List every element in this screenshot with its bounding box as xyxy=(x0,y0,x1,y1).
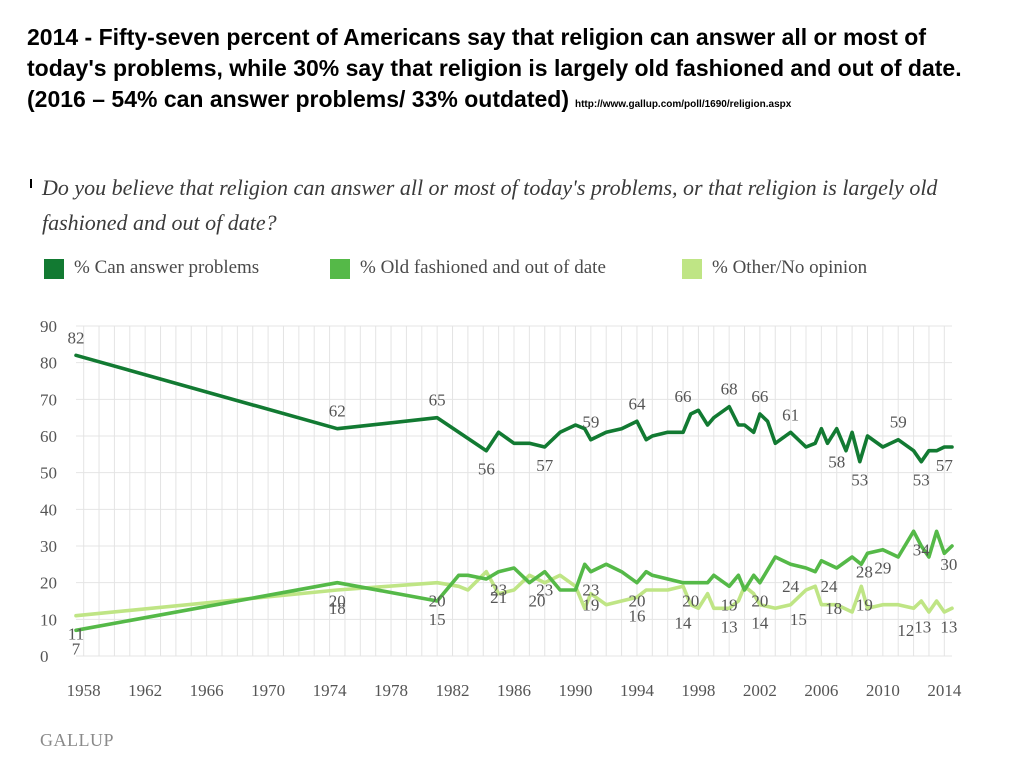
data-label: 29 xyxy=(874,559,891,578)
data-label: 61 xyxy=(782,405,799,424)
legend-label-can-answer: % Can answer problems xyxy=(74,257,260,278)
gallup-logo: GALLUP xyxy=(40,730,114,750)
data-label: 65 xyxy=(429,391,446,410)
y-tick-label: 10 xyxy=(40,610,57,629)
data-label: 23 xyxy=(536,581,553,600)
data-label: 23 xyxy=(582,581,599,600)
data-label: 19 xyxy=(582,595,599,614)
data-label: 59 xyxy=(582,413,599,432)
x-tick-label: 1970 xyxy=(251,681,285,700)
data-label: 57 xyxy=(536,456,554,475)
y-tick-label: 20 xyxy=(40,574,57,593)
data-label: 13 xyxy=(721,617,738,636)
stray-tick-mark xyxy=(30,179,32,188)
source-link[interactable]: http://www.gallup.com/poll/1690/religion… xyxy=(574,99,792,110)
x-tick-label: 1966 xyxy=(190,681,224,700)
data-label: 20 xyxy=(628,592,645,611)
x-tick-label: 1986 xyxy=(497,681,531,700)
data-label: 11 xyxy=(68,625,84,644)
data-label: 24 xyxy=(821,577,839,596)
y-tick-label: 50 xyxy=(40,464,57,483)
data-label: 13 xyxy=(940,617,957,636)
data-label: 14 xyxy=(675,614,693,633)
data-label: 21 xyxy=(490,588,507,607)
x-tick-label: 1990 xyxy=(558,681,592,700)
x-tick-label: 1958 xyxy=(67,681,101,700)
legend-label-no-opinion: % Other/No opinion xyxy=(712,257,868,278)
data-label: 62 xyxy=(329,402,346,421)
data-label: 53 xyxy=(851,471,868,490)
headline: 2014 - Fifty-seven percent of Americans … xyxy=(27,22,1007,120)
data-label: 15 xyxy=(790,610,807,629)
data-label: 14 xyxy=(751,614,769,633)
y-tick-label: 30 xyxy=(40,537,57,556)
data-label: 15 xyxy=(429,610,446,629)
data-label: 18 xyxy=(329,599,346,618)
headline-text: 2014 - Fifty-seven percent of Americans … xyxy=(27,24,962,112)
x-tick-label: 1994 xyxy=(620,681,655,700)
data-label: 20 xyxy=(529,592,546,611)
y-tick-label: 80 xyxy=(40,354,57,373)
data-label: 20 xyxy=(429,592,446,611)
data-label: 12 xyxy=(897,621,914,640)
data-label: 19 xyxy=(721,595,738,614)
data-label: 58 xyxy=(828,452,845,471)
x-tick-label: 1998 xyxy=(681,681,715,700)
data-label: 18 xyxy=(825,599,842,618)
data-label: 30 xyxy=(940,555,957,574)
data-label: 24 xyxy=(782,577,800,596)
y-tick-label: 0 xyxy=(40,647,49,666)
y-tick-label: 70 xyxy=(40,390,57,409)
data-label: 59 xyxy=(890,413,907,432)
x-tick-label: 2002 xyxy=(743,681,777,700)
x-tick-label: 1974 xyxy=(313,681,348,700)
y-tick-label: 40 xyxy=(40,500,57,519)
data-label: 53 xyxy=(913,471,930,490)
x-tick-label: 1962 xyxy=(128,681,162,700)
x-tick-label: 2010 xyxy=(866,681,900,700)
legend-swatch-can-answer xyxy=(44,259,64,279)
data-label: 19 xyxy=(856,595,873,614)
series-line-old-fashioned xyxy=(74,529,954,633)
x-tick-label: 2014 xyxy=(927,681,962,700)
x-tick-label: 1982 xyxy=(436,681,470,700)
x-tick-label: 2006 xyxy=(804,681,838,700)
data-label: 82 xyxy=(68,328,85,347)
data-label: 7 xyxy=(72,639,81,658)
data-label: 16 xyxy=(628,606,645,625)
data-label: 68 xyxy=(721,380,738,399)
chart-question: Do you believe that religion can answer … xyxy=(42,175,938,235)
data-label: 23 xyxy=(490,581,507,600)
data-label: 28 xyxy=(856,562,873,581)
y-tick-label: 60 xyxy=(40,427,57,446)
data-label: 66 xyxy=(675,387,692,406)
data-label: 20 xyxy=(329,592,346,611)
data-label: 64 xyxy=(628,394,646,413)
series-line-can-answer xyxy=(74,353,954,464)
data-label: 34 xyxy=(913,540,931,559)
data-label: 13 xyxy=(914,617,931,636)
data-label: 20 xyxy=(751,592,768,611)
y-tick-label: 90 xyxy=(40,317,57,336)
legend-swatch-no-opinion xyxy=(682,259,702,279)
legend-swatch-old-fashioned xyxy=(330,259,350,279)
x-tick-label: 1978 xyxy=(374,681,408,700)
data-label: 20 xyxy=(682,592,699,611)
data-label: 56 xyxy=(478,460,495,479)
data-label: 57 xyxy=(936,456,954,475)
data-label: 66 xyxy=(751,387,768,406)
legend-label-old-fashioned: % Old fashioned and out of date xyxy=(360,257,606,278)
